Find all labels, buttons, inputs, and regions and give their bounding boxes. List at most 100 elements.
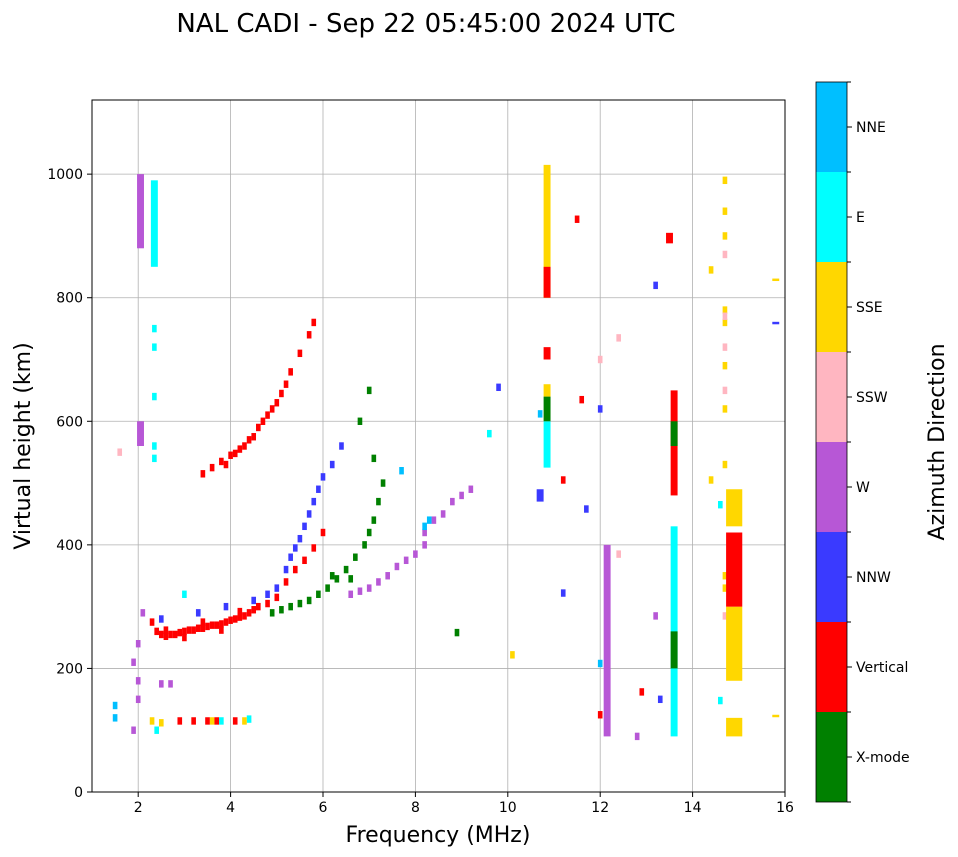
colorbar-swatch-sse: [816, 262, 847, 352]
data-point: [722, 343, 728, 351]
data-point: [302, 556, 307, 565]
data-point: [348, 575, 354, 583]
data-point: [288, 553, 293, 561]
data-point: [279, 389, 284, 398]
data-point: [219, 620, 224, 628]
data-point: [219, 626, 224, 634]
data-point: [634, 732, 640, 741]
data-point: [708, 266, 714, 274]
x-tick-label: 2: [134, 800, 143, 816]
data-point: [186, 626, 192, 634]
data-point: [232, 717, 238, 725]
data-point: [574, 215, 580, 223]
data-point: [422, 528, 427, 537]
x-axis-label: Frequency (MHz): [346, 823, 531, 848]
data-point: [209, 621, 215, 629]
data-point: [496, 383, 501, 392]
data-point: [454, 628, 460, 637]
data-point: [265, 599, 270, 608]
data-point: [722, 460, 728, 469]
data-point: [320, 528, 326, 537]
data-point: [422, 522, 427, 531]
colorbar-label-nnw: NNW: [856, 570, 891, 586]
data-point: [722, 306, 728, 314]
data-point: [205, 717, 210, 725]
data-point: [329, 460, 335, 469]
data-point: [510, 651, 515, 659]
data-point: [394, 562, 400, 571]
data-point: [205, 622, 210, 631]
data-point: [283, 565, 289, 574]
colorbar-label-vertical: Vertical: [856, 660, 908, 676]
data-point: [311, 497, 317, 506]
y-tick-label: 0: [74, 785, 83, 801]
data-point: [426, 516, 432, 524]
data-point: [182, 627, 187, 636]
data-point: [306, 510, 312, 518]
data-point: [722, 361, 728, 370]
data-point: [251, 596, 257, 605]
data-point: [223, 460, 229, 469]
data-point: [112, 714, 118, 722]
data-point: [256, 423, 261, 432]
data-point: [306, 596, 312, 605]
data-point: [260, 417, 266, 425]
data-point: [158, 630, 164, 639]
data-column: [726, 532, 743, 607]
colorbar-label-w: W: [856, 480, 870, 496]
data-point: [219, 457, 224, 466]
data-point: [579, 395, 585, 404]
data-point: [297, 534, 303, 543]
data-point: [168, 630, 173, 639]
data-point: [316, 590, 321, 598]
colorbar-swatch-nnw: [816, 532, 847, 622]
data-point: [597, 659, 603, 668]
data-column: [543, 164, 551, 298]
data-point: [251, 433, 257, 441]
colorbar-label-x-mode: X-mode: [856, 750, 910, 766]
data-point: [163, 626, 169, 634]
data-point: [468, 485, 474, 493]
data-point: [177, 628, 183, 637]
data-point: [537, 410, 543, 418]
grid: [92, 100, 785, 792]
data-point: [440, 510, 446, 518]
data-point: [283, 380, 289, 388]
data-point: [242, 717, 247, 725]
data-point: [117, 448, 123, 456]
data-column: [772, 321, 780, 325]
data-point: [722, 584, 728, 592]
data-point: [195, 609, 201, 617]
data-point: [168, 680, 173, 688]
data-point: [362, 541, 367, 549]
data-point: [232, 449, 238, 458]
data-point: [292, 544, 298, 552]
data-column: [772, 278, 780, 282]
data-point: [288, 368, 293, 376]
data-point: [283, 578, 289, 586]
colorbar-label-nne: NNE: [856, 120, 886, 136]
data-point: [191, 717, 196, 725]
x-tick-label: 10: [499, 800, 517, 816]
data-point: [722, 176, 728, 185]
colorbar-label-e: E: [856, 210, 865, 226]
data-point: [616, 550, 621, 558]
x-tick-label: 14: [684, 800, 702, 816]
data-column: [543, 266, 551, 298]
y-tick-label: 600: [56, 414, 83, 430]
data-point: [265, 590, 270, 598]
data-point: [722, 612, 728, 620]
data-point: [343, 565, 349, 574]
data-point: [708, 476, 714, 484]
data-point: [722, 318, 728, 327]
y-tick-label: 200: [56, 661, 83, 677]
data-point: [316, 485, 321, 493]
y-tick-label: 800: [56, 291, 83, 307]
data-point: [653, 612, 658, 620]
data-point: [172, 630, 178, 639]
data-point: [357, 587, 363, 595]
data-point: [149, 717, 155, 725]
data-point: [152, 392, 157, 401]
data-point: [209, 463, 215, 472]
data-point: [135, 640, 141, 648]
